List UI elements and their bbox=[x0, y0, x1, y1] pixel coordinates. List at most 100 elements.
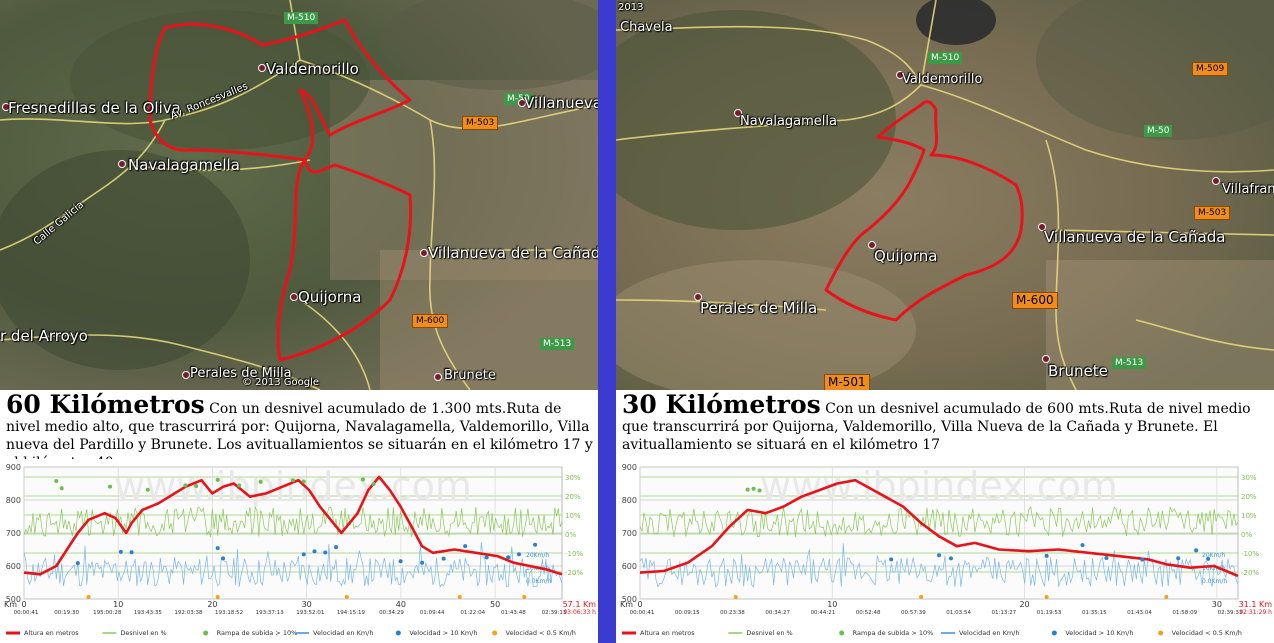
elevation-profile-30km[interactable]: 900 800 700 600 500 30% 20% 10% 0% -10% -20% 0 10 20 3… bbox=[616, 459, 1274, 643]
road-m50-badge: M-50 bbox=[1144, 125, 1173, 137]
navalagamella-pin[interactable] bbox=[118, 160, 126, 168]
end-time-label: 03:06:33 h bbox=[563, 609, 596, 616]
pct-tick-label: 20% bbox=[1241, 493, 1257, 501]
time-tick-label: 01:35:15 bbox=[1082, 610, 1107, 616]
time-tick-label: 193:43:35 bbox=[134, 610, 163, 616]
slow-dot bbox=[344, 595, 349, 599]
villanueva-canada-pin[interactable] bbox=[420, 249, 428, 257]
route-60km-panel: M-510 M-503 M-600 M-513 M-50 Valdemorill… bbox=[0, 0, 598, 643]
ramp-dot bbox=[145, 487, 150, 492]
map-label-fresnedillas: Fresnedillas de la Oliva bbox=[8, 99, 181, 117]
time-tick-label: 00:23:38 bbox=[720, 610, 745, 616]
map-label-perales: Perales de Milla bbox=[700, 299, 818, 317]
quijorna-pin[interactable] bbox=[290, 293, 298, 301]
route-30km-title: 30 Kilómetros bbox=[622, 390, 821, 419]
pct-tick-label: 20% bbox=[565, 493, 581, 501]
speed-dot bbox=[533, 542, 538, 547]
y-tick-label: 700 bbox=[622, 529, 637, 538]
speed-dot bbox=[301, 552, 306, 557]
y-tick-label: 700 bbox=[6, 529, 21, 538]
legend-label: Velocidad < 0.5 Km/h bbox=[506, 629, 576, 637]
legend-swatch bbox=[1051, 630, 1057, 636]
slow-dot bbox=[733, 595, 738, 599]
pct-tick-label: -20% bbox=[565, 569, 583, 577]
speed-dot bbox=[1194, 548, 1199, 553]
legend-label: Altura en metros bbox=[24, 629, 79, 637]
route-30km-panel: 2013 Chavela M-510 M-509 M-503 M-600 M-5… bbox=[616, 0, 1274, 643]
km-axis-label: Km bbox=[4, 600, 17, 609]
road-m513-badge: M-513 bbox=[540, 338, 575, 350]
speed-dot bbox=[441, 556, 446, 561]
elevation-profile-60km[interactable]: 900 800 700 600 500 30% 20% 10% 0% -10% -20% 0 10 20 3… bbox=[0, 459, 598, 643]
road-m510-badge: M-510 bbox=[928, 52, 963, 64]
speed-tick-label: 20Km/h bbox=[1202, 552, 1225, 559]
time-tick-label: 01:09:44 bbox=[420, 610, 445, 616]
road-m600-badge: M-600 bbox=[1012, 292, 1058, 309]
time-tick-label: 02:39:13 bbox=[542, 610, 567, 616]
time-tick-label: 01:03:54 bbox=[946, 610, 971, 616]
speed-dot bbox=[75, 561, 80, 566]
ramp-dot bbox=[194, 483, 199, 488]
satellite-map-60km bbox=[0, 0, 598, 390]
time-tick-label: 00:52:48 bbox=[856, 610, 881, 616]
legend-label: Velocidad > 10 Km/h bbox=[409, 629, 477, 637]
km-tick-label: 0 bbox=[637, 600, 642, 609]
villanueva-pardillo-pin[interactable] bbox=[518, 99, 526, 107]
km-tick-label: 50 bbox=[490, 600, 500, 609]
km-tick-label: 30 bbox=[1212, 600, 1222, 609]
road-m600-badge: M-600 bbox=[412, 314, 449, 328]
speed-dot bbox=[312, 549, 317, 554]
speed-dot bbox=[889, 557, 894, 562]
speed-dot bbox=[1176, 556, 1181, 561]
valdemorillo-pin[interactable] bbox=[258, 64, 266, 72]
map-label-arroyo: r del Arroyo bbox=[0, 327, 88, 345]
end-km-label: 57.1 Km bbox=[563, 600, 597, 609]
speed-tick-label: 20Km/h bbox=[526, 552, 549, 559]
speed-dot bbox=[398, 559, 403, 564]
speed-dot bbox=[221, 556, 226, 561]
map-label-navalagamella: Navalagamella bbox=[128, 156, 240, 174]
pct-tick-label: 30% bbox=[1241, 474, 1257, 482]
time-tick-label: 01:43:48 bbox=[501, 610, 526, 616]
pct-tick-label: 10% bbox=[1241, 512, 1257, 520]
speed-dot bbox=[516, 552, 521, 557]
route-60km-map[interactable]: M-510 M-503 M-600 M-513 M-50 Valdemorill… bbox=[0, 0, 598, 390]
slow-dot bbox=[1044, 595, 1049, 599]
route-30km-description: 30 Kilómetros Con un desnivel acumulado … bbox=[622, 392, 1272, 454]
time-tick-label: 01:43:04 bbox=[1127, 610, 1152, 616]
ramp-dot bbox=[108, 484, 113, 489]
ramp-dot bbox=[757, 488, 762, 493]
speed-dot bbox=[420, 560, 425, 565]
perales-pin[interactable] bbox=[182, 371, 190, 379]
perales-pin[interactable] bbox=[694, 293, 702, 301]
time-tick-label: 00:00:41 bbox=[14, 610, 39, 616]
time-tick-label: 00:57:39 bbox=[901, 610, 926, 616]
valdemorillo-pin[interactable] bbox=[896, 71, 904, 79]
route-60km-title: 60 Kilómetros bbox=[6, 390, 205, 419]
y-tick-label: 500 bbox=[6, 595, 21, 604]
slow-dot bbox=[1164, 595, 1169, 599]
km-tick-label: 40 bbox=[396, 600, 406, 609]
road-m509-badge: M-509 bbox=[1192, 62, 1229, 76]
time-tick-label: 195:00:28 bbox=[93, 610, 122, 616]
speed-dot bbox=[506, 555, 511, 560]
map-label-villanueva-canada: Villanueva de la Cañada bbox=[428, 244, 598, 262]
villafranca-pin[interactable] bbox=[1212, 177, 1220, 185]
ramp-dot bbox=[291, 478, 295, 483]
brunete-pin[interactable] bbox=[1042, 355, 1050, 363]
pct-tick-label: -20% bbox=[1241, 569, 1259, 577]
navalagamella-pin[interactable] bbox=[734, 109, 742, 117]
y-tick-label: 600 bbox=[622, 562, 637, 571]
map-label-navalagamella: Navalagamella bbox=[740, 114, 837, 129]
slow-dot bbox=[86, 595, 91, 599]
speed-tick-label: 0.0Km/h bbox=[526, 578, 551, 585]
ramp-dot bbox=[59, 486, 64, 491]
fresnedillas-pin[interactable] bbox=[2, 103, 10, 111]
brunete-pin[interactable] bbox=[434, 373, 442, 381]
slow-dot bbox=[919, 595, 924, 599]
quijorna-pin[interactable] bbox=[868, 241, 876, 249]
route-30km-map[interactable]: 2013 Chavela M-510 M-509 M-503 M-600 M-5… bbox=[616, 0, 1274, 390]
villanueva-canada-pin[interactable] bbox=[1038, 223, 1046, 231]
speed-dot bbox=[129, 550, 134, 555]
speed-dot bbox=[1140, 557, 1145, 562]
